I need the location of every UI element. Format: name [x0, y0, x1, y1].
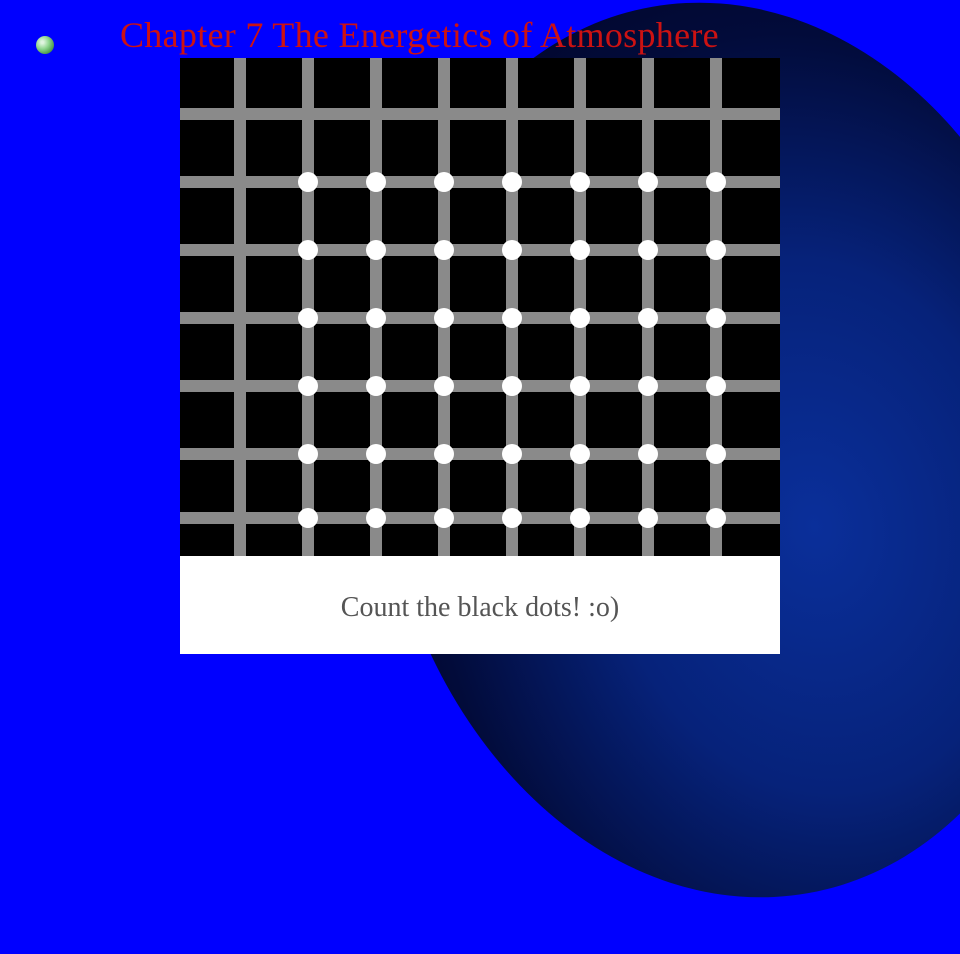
grid-vline — [302, 58, 314, 556]
grid-dot — [638, 240, 658, 260]
grid-dot — [298, 508, 318, 528]
grid-hline — [180, 176, 780, 188]
grid-dot — [298, 308, 318, 328]
grid-dot — [502, 240, 522, 260]
grid-dot — [570, 308, 590, 328]
grid-dot — [570, 240, 590, 260]
grid-dot — [366, 508, 386, 528]
grid-hline — [180, 448, 780, 460]
grid-dot — [434, 376, 454, 396]
caption-text: Count the black dots! :o) — [341, 592, 619, 623]
caption-area: Count the black dots! :o) — [180, 556, 780, 654]
grid-dot — [434, 308, 454, 328]
grid-dot — [298, 240, 318, 260]
grid-dot — [434, 240, 454, 260]
grid-dot — [434, 172, 454, 192]
grid-dot — [706, 172, 726, 192]
grid-dot — [570, 508, 590, 528]
grid-dot — [638, 376, 658, 396]
grid-vline — [574, 58, 586, 556]
grid-dot — [366, 308, 386, 328]
hermann-grid — [180, 58, 780, 556]
grid-dot — [570, 376, 590, 396]
grid-dot — [638, 172, 658, 192]
grid-dot — [502, 444, 522, 464]
grid-hline — [180, 512, 780, 524]
grid-hline — [180, 244, 780, 256]
grid-dot — [502, 376, 522, 396]
grid-vline — [370, 58, 382, 556]
illusion-card: Count the black dots! :o) — [180, 58, 780, 654]
grid-dot — [706, 308, 726, 328]
grid-dot — [366, 376, 386, 396]
grid-vline — [438, 58, 450, 556]
grid-dot — [502, 508, 522, 528]
grid-hline — [180, 312, 780, 324]
grid-dot — [570, 444, 590, 464]
grid-dot — [434, 508, 454, 528]
grid-dot — [298, 376, 318, 396]
grid-hline — [180, 380, 780, 392]
grid-dot — [638, 508, 658, 528]
grid-dot — [502, 308, 522, 328]
grid-dot — [298, 444, 318, 464]
bullet-decoration — [36, 36, 54, 54]
grid-dot — [434, 444, 454, 464]
grid-vline — [710, 58, 722, 556]
grid-vline — [506, 58, 518, 556]
grid-dot — [298, 172, 318, 192]
grid-vline — [642, 58, 654, 556]
grid-hline — [180, 108, 780, 120]
grid-dot — [638, 308, 658, 328]
grid-dot — [366, 172, 386, 192]
grid-dot — [570, 172, 590, 192]
grid-dot — [706, 376, 726, 396]
grid-dot — [502, 172, 522, 192]
grid-dot — [366, 240, 386, 260]
grid-dot — [366, 444, 386, 464]
grid-dot — [706, 508, 726, 528]
page-title: Chapter 7 The Energetics of Atmosphere — [120, 14, 719, 56]
grid-dot — [706, 444, 726, 464]
grid-dot — [638, 444, 658, 464]
grid-vline — [234, 58, 246, 556]
grid-dot — [706, 240, 726, 260]
